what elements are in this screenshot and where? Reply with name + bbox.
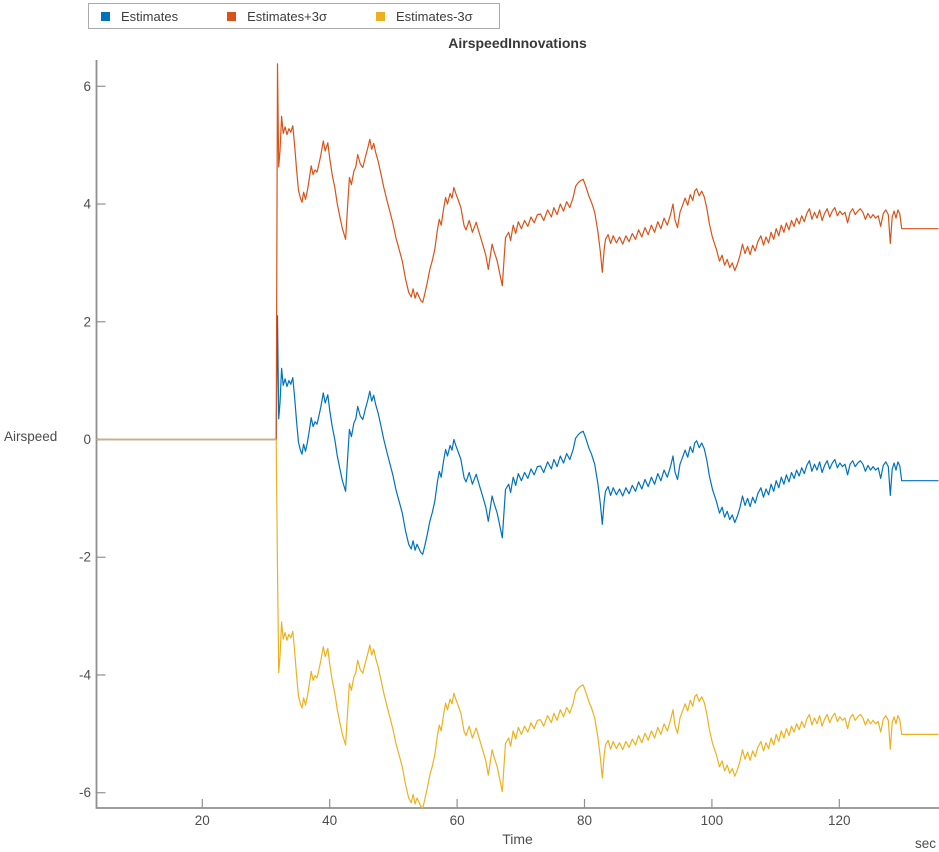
y-tick-label: 4	[83, 197, 91, 212]
y-tick-label: 2	[83, 314, 91, 329]
x-tick-label: 60	[450, 813, 465, 828]
x-tick-label: 80	[577, 813, 592, 828]
legend-marker-estimates-icon	[101, 11, 110, 21]
legend-label-estimates-plus-3sigma: Estimates+3σ	[247, 8, 327, 24]
axis-line	[95, 60, 939, 809]
y-axis-label: Airspeed	[4, 429, 58, 444]
legend-item-estimates-minus-3sigma: Estimates-3σ	[376, 9, 473, 24]
x-tick-label: 120	[828, 813, 851, 828]
series-line-estimates	[95, 315, 939, 555]
x-tick-label: 20	[195, 813, 210, 828]
legend-item-estimates-plus-3sigma: Estimates+3σ	[227, 9, 327, 24]
legend: Estimates Estimates+3σ Estimates-3σ	[88, 3, 500, 29]
chart-title: AirspeedInnovations	[448, 35, 587, 51]
y-tick-label: 0	[83, 432, 91, 447]
x-tick-label: 100	[701, 813, 724, 828]
series-line-estimates-plus-3sigma	[95, 63, 939, 441]
y-tick-label: -6	[79, 785, 91, 800]
y-tick-label: -4	[79, 667, 91, 682]
legend-marker-estimates-plus-3sigma-icon	[227, 11, 237, 21]
series-line-estimates-minus-3sigma	[95, 438, 939, 809]
legend-label-estimates-minus-3sigma: Estimates-3σ	[396, 8, 473, 24]
legend-item-estimates: Estimates	[101, 9, 178, 24]
y-tick-label: 6	[83, 79, 91, 94]
y-tick-label: -2	[79, 550, 91, 565]
legend-label-estimates: Estimates	[121, 8, 179, 24]
x-tick-label: 40	[322, 813, 337, 828]
x-axis-label: Time	[502, 831, 533, 847]
legend-marker-estimates-minus-3sigma-icon	[376, 11, 385, 21]
x-axis-unit: sec	[914, 836, 936, 851]
